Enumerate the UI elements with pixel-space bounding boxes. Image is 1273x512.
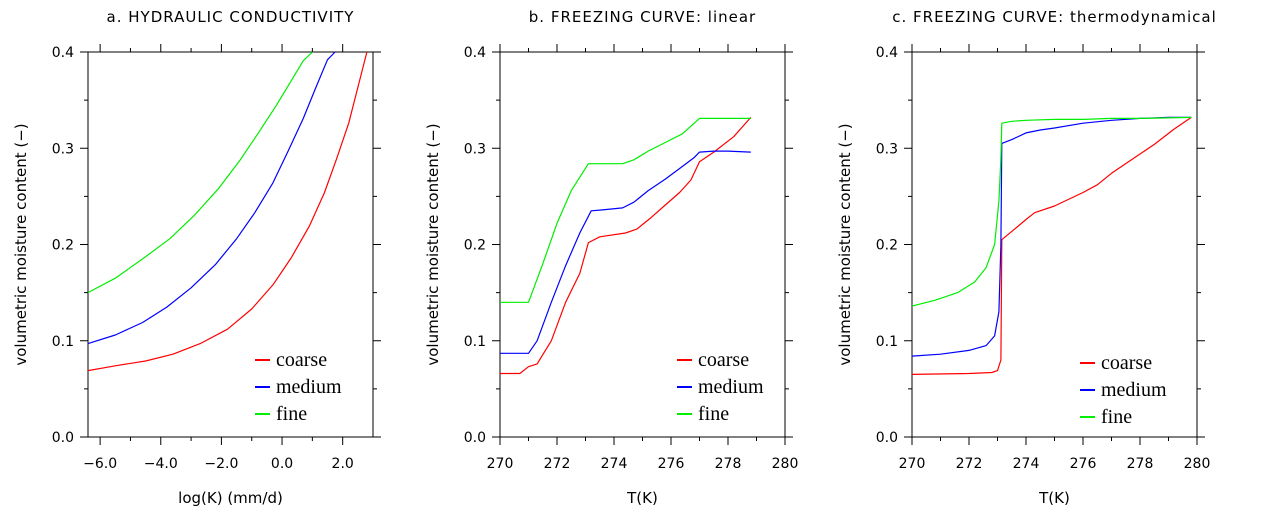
x-tick-label: 276 [658,456,685,472]
y-tick-label: 0.2 [52,238,74,254]
chart-title: b. FREEZING CURVE: linear [529,8,756,26]
y-axis-label: volumetric moisture content (−) [424,123,442,365]
chart-panel-1: a. HYDRAULIC CONDUCTIVITY 0.0 0.1 0.2 0.3 0.4… [12,8,381,507]
y-tick-label: 0.4 [464,45,486,61]
y-axis-label: volumetric moisture content (−) [12,123,30,365]
x-axis-label: log(K) (mm/d) [178,489,283,507]
series-line-medium [87,51,336,345]
chart-panel-2: b. FREEZING CURVE: linear 0.0 0.1 0.2 0.3 0.4… [424,8,798,507]
series-line-fine [911,116,1192,307]
x-axis-label: T(K) [626,489,658,507]
y-tick-label: 0.2 [876,238,898,254]
y-tick-label: 0.2 [464,238,486,254]
x-tick-label: 278 [1127,456,1154,472]
y-tick-label: 0.3 [876,141,898,157]
chart-panel-3: c. FREEZING CURVE: thermodynamical 0.0 0.1… [836,8,1217,507]
series-line-medium [500,150,751,354]
legend-label-medium: medium [1101,379,1167,401]
x-tick-label: 276 [1070,456,1097,472]
chart-title: a. HYDRAULIC CONDUCTIVITY [107,8,355,26]
legend-label-medium: medium [276,376,342,398]
x-tick-label: −4.0 [144,456,178,472]
chart-title: c. FREEZING CURVE: thermodynamical [892,8,1217,26]
x-tick-label: −6.0 [83,456,117,472]
y-tick-label: 0.1 [876,334,898,350]
legend-label-coarse: coarse [698,349,749,371]
y-tick-label: 0.3 [52,141,74,157]
legend-label-coarse: coarse [1101,352,1152,374]
x-tick-label: 274 [1013,456,1040,472]
x-tick-label: 272 [544,456,571,472]
y-tick-label: 0.0 [52,430,74,446]
y-tick-label: 0.0 [876,430,898,446]
x-tick-label: −2.0 [204,456,238,472]
y-tick-label: 0.4 [52,45,74,61]
y-tick-label: 0.1 [52,334,74,350]
legend-label-fine: fine [276,403,307,425]
x-tick-label: 274 [601,456,628,472]
x-tick-label: 280 [772,456,799,472]
series-line-fine [87,51,313,294]
y-axis-label: volumetric moisture content (−) [836,123,854,365]
y-tick-label: 0.3 [464,141,486,157]
y-tick-label: 0.4 [876,45,898,61]
legend-label-fine: fine [1101,406,1132,428]
x-tick-label: 2.0 [332,456,354,472]
x-axis-label: T(K) [1038,489,1070,507]
series-line-coarse [911,116,1192,375]
legend-label-fine: fine [698,403,729,425]
x-tick-label: 280 [1184,456,1211,472]
legend-label-medium: medium [698,376,764,398]
x-tick-label: 270 [899,456,926,472]
x-tick-label: 278 [715,456,742,472]
legend-label-coarse: coarse [276,349,327,371]
x-tick-label: 270 [487,456,514,472]
series-line-fine [500,117,751,303]
x-tick-label: 0.0 [271,456,293,472]
y-tick-label: 0.1 [464,334,486,350]
series-line-medium [911,116,1192,357]
series-line-coarse [87,51,368,372]
series-line-coarse [500,117,752,375]
x-tick-label: 272 [956,456,983,472]
y-tick-label: 0.0 [464,430,486,446]
